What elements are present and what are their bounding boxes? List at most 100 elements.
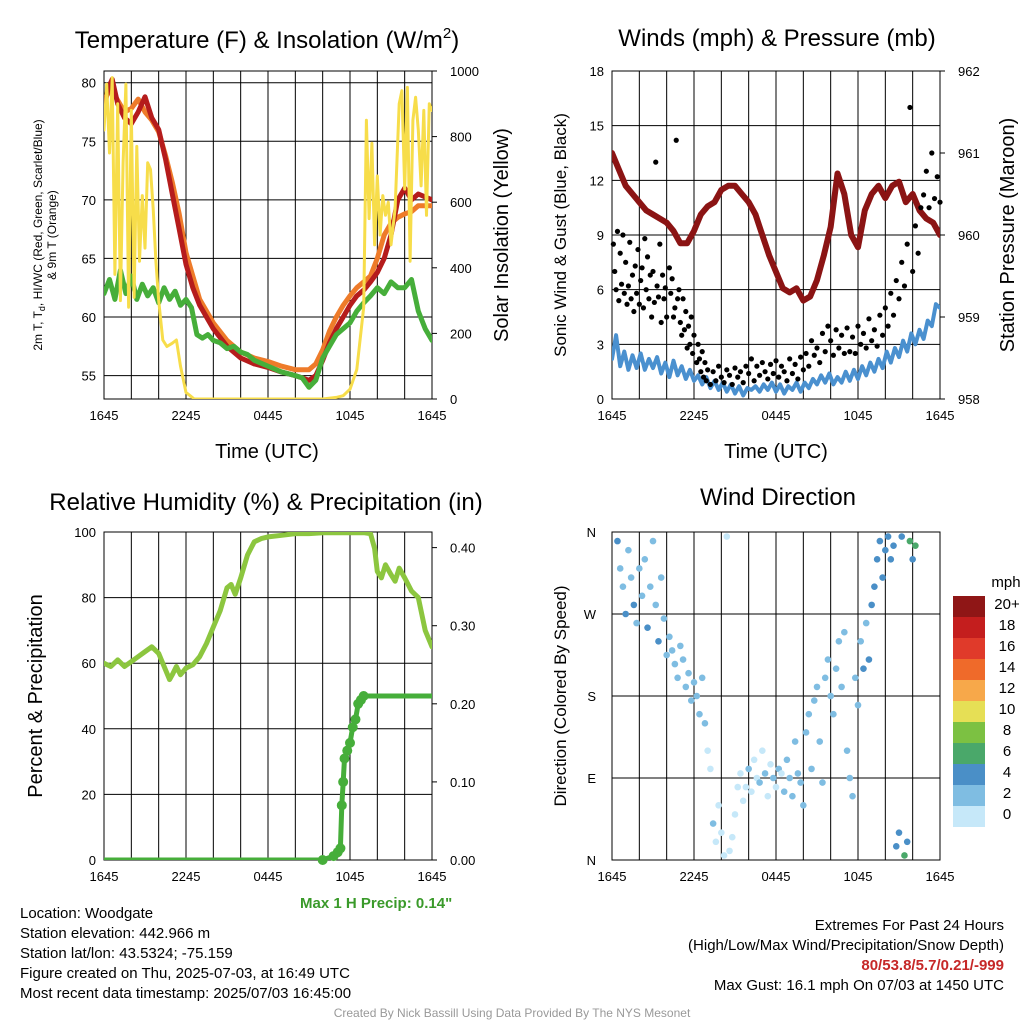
gust-point: [699, 349, 705, 355]
gust-point: [695, 341, 701, 347]
humidity-panel-title: Relative Humidity (%) & Precipitation (i…: [49, 489, 482, 516]
direction-point: [679, 656, 687, 663]
legend-label: 0: [1003, 806, 1011, 823]
y-tick-label-left: 0: [89, 853, 96, 868]
winds-y-label-right: Station Pressure (Maroon): [997, 118, 1019, 353]
gust-point: [702, 359, 708, 366]
gust-point: [713, 378, 719, 384]
gust-point: [819, 330, 826, 336]
gust-point: [858, 341, 864, 347]
direction-point: [909, 556, 916, 563]
gust-point: [639, 265, 645, 271]
gust-point: [628, 296, 634, 302]
direction-point: [693, 692, 701, 700]
gust-point: [684, 345, 690, 351]
y-tick-label-right: 200: [450, 326, 472, 341]
gust-point: [803, 350, 809, 357]
x-tick-label: 0445: [762, 408, 791, 423]
direction-point: [791, 738, 799, 745]
gust-point: [685, 323, 692, 329]
direction-point: [728, 833, 736, 841]
series-line-0: [104, 532, 432, 683]
gust-point: [912, 223, 919, 229]
x-tick-label: 2245: [680, 408, 709, 423]
gust-point: [666, 265, 673, 271]
gust-point: [698, 369, 704, 375]
direction-point: [808, 765, 815, 773]
direction-point: [630, 601, 638, 609]
direction-point: [709, 820, 717, 827]
gust-point: [929, 150, 935, 156]
gust-point: [910, 268, 916, 275]
x-tick-label: 1045: [336, 869, 365, 884]
y-tick-label-left: 20: [82, 787, 96, 802]
y-tick-label-left: S: [587, 689, 596, 704]
temperature-grid: [104, 71, 432, 399]
y-tick-label-left: 18: [590, 64, 604, 79]
gust-point: [664, 314, 670, 320]
y-tick-label-left: 80: [82, 591, 96, 606]
direction-point: [625, 546, 632, 554]
gust-point: [658, 319, 664, 326]
legend-label: 12: [999, 680, 1016, 697]
gust-point: [748, 356, 755, 362]
x-tick-label: 1645: [598, 408, 627, 423]
direction-point: [769, 774, 777, 782]
direction-point: [821, 674, 829, 682]
legend-swatch: [953, 596, 985, 617]
legend-swatch: [953, 806, 985, 827]
gust-point: [700, 374, 707, 380]
precip-marker: [345, 737, 355, 748]
precip-marker: [338, 776, 349, 787]
gust-point: [915, 250, 921, 256]
direction-point: [707, 765, 714, 773]
gust-point: [836, 345, 842, 351]
gust-point: [646, 296, 652, 302]
direction-point: [868, 601, 875, 609]
y-tick-label-left: N: [587, 853, 596, 868]
y-tick-label-left: 15: [590, 119, 604, 134]
y-tick-label-left: 100: [74, 525, 96, 540]
gust-point: [849, 334, 856, 340]
gust-point: [830, 352, 837, 358]
direction-point: [641, 556, 649, 563]
gust-point: [899, 259, 905, 265]
gust-point: [833, 327, 839, 333]
gust-point: [679, 332, 685, 338]
y-tick-label-left: 60: [82, 310, 96, 325]
gust-point: [721, 380, 727, 386]
direction-point: [682, 683, 690, 691]
gust-point: [737, 369, 744, 375]
y-tick-label-right: 0: [450, 392, 457, 407]
y-tick-label-right: 800: [450, 130, 472, 145]
direction-point: [737, 770, 744, 777]
gust-point: [860, 330, 867, 336]
y-tick-label-left: 3: [597, 337, 604, 352]
y-tick-label-left: W: [584, 607, 597, 622]
gust-point: [757, 372, 763, 378]
precip-marker: [336, 800, 347, 811]
gust-point: [866, 316, 872, 322]
gust-point: [855, 323, 861, 329]
y-tick-label-left: 60: [82, 656, 96, 671]
max-gust: Max Gust: 16.1 mph On 07/03 at 1450 UTC: [713, 977, 1004, 994]
direction-point: [748, 788, 755, 795]
direction-series: [614, 533, 919, 859]
gust-point: [673, 137, 679, 143]
direction-point: [841, 628, 848, 636]
direction-point: [797, 779, 804, 786]
direction-point: [849, 792, 856, 800]
speed-color-legend: mph 0 2 4 6 8 10 12 14 16 18 20+: [953, 574, 1021, 827]
direction-point: [759, 747, 766, 754]
direction-point: [819, 779, 826, 786]
series-line-0: [612, 150, 940, 304]
gust-point: [937, 199, 943, 205]
direction-point: [614, 537, 621, 545]
gust-point: [670, 314, 677, 320]
gust-point: [890, 312, 897, 318]
legend-label: 14: [999, 659, 1016, 676]
gust-point: [896, 296, 902, 302]
extremes-values: 80/53.8/5.7/0.21/-999: [861, 957, 1004, 974]
